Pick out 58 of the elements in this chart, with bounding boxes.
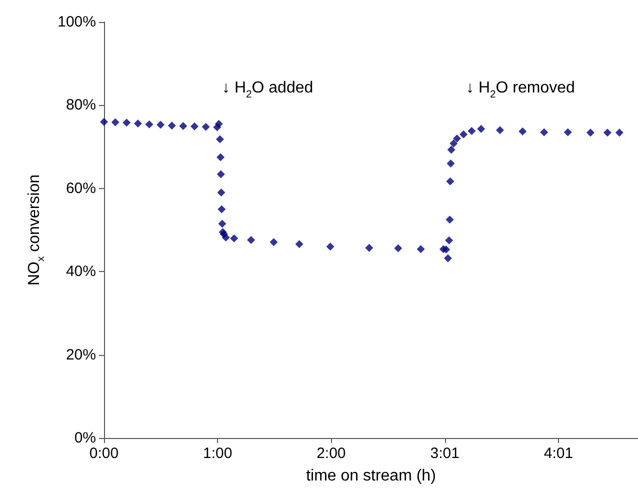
point [586,128,594,137]
y-tick-label: 0% [74,430,96,446]
x-axis-title: time on stream (h) [306,468,436,484]
x-tick-label: 0:00 [89,445,119,462]
point [452,134,461,142]
point [365,244,374,252]
x-tick-label: 2:00 [316,445,346,462]
point [218,205,226,214]
point [218,220,226,228]
point [540,128,548,136]
point [216,135,224,144]
point [615,128,624,137]
point [145,120,154,128]
point [111,118,120,126]
point [134,120,142,128]
point [270,238,278,246]
point [222,233,230,242]
point [217,188,226,197]
point [450,139,458,148]
point [326,242,334,251]
x-tick-label: 1:00 [202,445,232,462]
point [444,254,452,262]
point [214,120,223,128]
point [416,245,425,254]
point [216,153,225,162]
x-tick-label: 3:01 [430,445,460,462]
point [603,128,612,137]
point [100,118,108,126]
y-axis-title: NOx conversion [26,174,48,286]
point [496,126,504,134]
point [445,236,454,244]
point [122,118,131,127]
point [156,120,165,129]
point [468,126,476,135]
y-tick-label: 60% [66,180,96,197]
point [446,177,454,186]
point [442,246,450,254]
y-tick-label: 80% [66,96,96,114]
point [564,128,572,136]
point [477,124,486,133]
y-tick-label: 40% [66,263,96,280]
point [247,236,256,244]
x-tick-label: 4:01 [544,445,574,462]
point [230,234,238,242]
point [447,146,456,154]
point [394,244,402,252]
point [202,122,210,131]
point [216,170,225,178]
point [446,216,454,224]
point [168,122,176,130]
point [518,127,527,136]
y-tick-label: 100% [58,14,96,30]
point [179,122,188,130]
point [190,122,199,130]
y-tick-label: 20% [66,346,96,364]
point [295,240,304,248]
point [446,159,455,168]
point [460,130,468,138]
